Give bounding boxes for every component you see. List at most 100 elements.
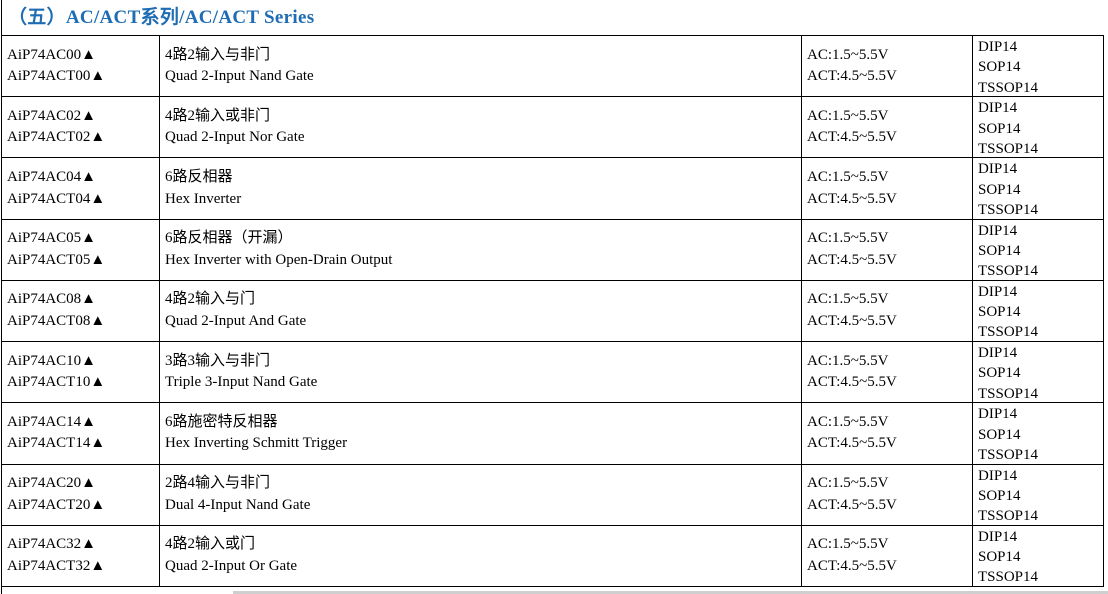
- table-row: AiP74AC32▲ AiP74ACT32▲ 4路2输入或门 Quad 2-In…: [2, 525, 1104, 587]
- package-option: TSSOP14: [978, 446, 1039, 463]
- description-english: Triple 3-Input Nand Gate: [165, 374, 318, 391]
- description-cell: 4路2输入与非门 Quad 2-Input Nand Gate: [160, 36, 802, 98]
- page-left-border: [1, 0, 2, 594]
- part-number-ac: AiP74AC20▲: [7, 475, 97, 492]
- part-number-cell: AiP74AC32▲ AiP74ACT32▲: [2, 525, 160, 587]
- package-cell: DIP14 SOP14 TSSOP14: [973, 280, 1104, 343]
- description-english: Quad 2-Input Nor Gate: [165, 129, 305, 146]
- part-number-cell: AiP74AC10▲ AiP74ACT10▲: [2, 342, 160, 404]
- voltage-cell: AC:1.5~5.5V ACT:4.5~5.5V: [802, 342, 973, 404]
- description-cell: 6路施密特反相器 Hex Inverting Schmitt Trigger: [160, 403, 802, 465]
- table-row: AiP74AC10▲ AiP74ACT10▲ 3路3输入与非门 Triple 3…: [2, 342, 1104, 404]
- next-row-fragment: [233, 591, 1108, 594]
- description-english: Quad 2-Input And Gate: [165, 312, 307, 329]
- table-row: AiP74AC02▲ AiP74ACT02▲ 4路2输入或非门 Quad 2-I…: [2, 97, 1104, 159]
- voltage-act: ACT:4.5~5.5V: [807, 251, 897, 268]
- description-chinese: 2路4输入与非门: [165, 475, 271, 492]
- voltage-act: ACT:4.5~5.5V: [807, 374, 897, 391]
- table-row: AiP74AC14▲ AiP74ACT14▲ 6路施密特反相器 Hex Inve…: [2, 403, 1104, 465]
- voltage-ac: AC:1.5~5.5V: [807, 46, 889, 63]
- package-option: SOP14: [978, 304, 1021, 321]
- part-number-act: AiP74ACT14▲: [7, 435, 106, 452]
- description-english: Hex Inverter with Open-Drain Output: [165, 251, 393, 268]
- package-option: DIP14: [978, 345, 1018, 362]
- voltage-cell: AC:1.5~5.5V ACT:4.5~5.5V: [802, 158, 973, 220]
- package-option: SOP14: [978, 365, 1021, 382]
- part-number-ac: AiP74AC08▲: [7, 291, 97, 308]
- table-row: AiP74AC00▲ AiP74ACT00▲ 4路2输入与非门 Quad 2-I…: [2, 36, 1104, 98]
- part-number-ac: AiP74AC32▲: [7, 536, 97, 553]
- voltage-act: ACT:4.5~5.5V: [807, 557, 897, 574]
- description-english: Dual 4-Input Nand Gate: [165, 496, 311, 513]
- package-option: TSSOP14: [978, 202, 1039, 219]
- description-chinese: 3路3输入与非门: [165, 352, 271, 369]
- voltage-ac: AC:1.5~5.5V: [807, 107, 889, 124]
- part-number-cell: AiP74AC02▲ AiP74ACT02▲: [2, 97, 160, 159]
- package-option: DIP14: [978, 222, 1018, 239]
- package-option: DIP14: [978, 406, 1018, 423]
- package-option: SOP14: [978, 549, 1021, 566]
- description-chinese: 6路反相器: [165, 169, 233, 186]
- description-cell: 3路3输入与非门 Triple 3-Input Nand Gate: [160, 342, 802, 404]
- part-number-cell: AiP74AC14▲ AiP74ACT14▲: [2, 403, 160, 465]
- voltage-cell: AC:1.5~5.5V ACT:4.5~5.5V: [802, 36, 973, 98]
- part-number-cell: AiP74AC20▲ AiP74ACT20▲: [2, 464, 160, 526]
- voltage-ac: AC:1.5~5.5V: [807, 230, 889, 247]
- table-row: AiP74AC05▲ AiP74ACT05▲ 6路反相器（开漏） Hex Inv…: [2, 219, 1104, 281]
- package-cell: DIP14 SOP14 TSSOP14: [973, 219, 1104, 281]
- voltage-ac: AC:1.5~5.5V: [807, 536, 889, 553]
- description-english: Hex Inverter: [165, 190, 242, 207]
- package-cell: DIP14 SOP14 TSSOP14: [973, 525, 1104, 587]
- part-number-ac: AiP74AC10▲: [7, 352, 97, 369]
- description-cell: 6路反相器 Hex Inverter: [160, 158, 802, 220]
- part-number-act: AiP74ACT00▲: [7, 68, 106, 85]
- part-number-act: AiP74ACT08▲: [7, 312, 106, 329]
- package-option: SOP14: [978, 59, 1021, 76]
- voltage-act: ACT:4.5~5.5V: [807, 190, 897, 207]
- voltage-cell: AC:1.5~5.5V ACT:4.5~5.5V: [802, 97, 973, 159]
- voltage-cell: AC:1.5~5.5V ACT:4.5~5.5V: [802, 403, 973, 465]
- package-cell: DIP14 SOP14 TSSOP14: [973, 464, 1104, 526]
- part-number-cell: AiP74AC08▲ AiP74ACT08▲: [2, 280, 160, 343]
- part-number-act: AiP74ACT10▲: [7, 374, 106, 391]
- package-option: SOP14: [978, 487, 1021, 504]
- part-number-ac: AiP74AC04▲: [7, 169, 97, 186]
- part-number-act: AiP74ACT05▲: [7, 251, 106, 268]
- package-option: TSSOP14: [978, 385, 1039, 402]
- description-cell: 4路2输入与门 Quad 2-Input And Gate: [160, 280, 802, 343]
- description-chinese: 4路2输入与门: [165, 291, 256, 308]
- voltage-cell: AC:1.5~5.5V ACT:4.5~5.5V: [802, 525, 973, 587]
- package-option: DIP14: [978, 528, 1018, 545]
- description-chinese: 4路2输入或门: [165, 536, 256, 553]
- part-number-ac: AiP74AC00▲: [7, 46, 97, 63]
- package-option: DIP14: [978, 100, 1018, 117]
- voltage-cell: AC:1.5~5.5V ACT:4.5~5.5V: [802, 464, 973, 526]
- voltage-act: ACT:4.5~5.5V: [807, 435, 897, 452]
- package-cell: DIP14 SOP14 TSSOP14: [973, 403, 1104, 465]
- table-row: AiP74AC20▲ AiP74ACT20▲ 2路4输入与非门 Dual 4-I…: [2, 464, 1104, 526]
- section-title: （五）AC/ACT系列/AC/ACT Series: [8, 7, 315, 28]
- part-number-ac: AiP74AC14▲: [7, 413, 97, 430]
- package-option: TSSOP14: [978, 569, 1039, 586]
- package-option: TSSOP14: [978, 508, 1039, 525]
- package-option: DIP14: [978, 39, 1018, 55]
- table-row: AiP74AC04▲ AiP74ACT04▲ 6路反相器 Hex Inverte…: [2, 158, 1104, 220]
- part-number-ac: AiP74AC02▲: [7, 107, 97, 124]
- part-number-act: AiP74ACT32▲: [7, 557, 106, 574]
- package-option: SOP14: [978, 120, 1021, 137]
- table-row: AiP74AC08▲ AiP74ACT08▲ 4路2输入与门 Quad 2-In…: [2, 280, 1104, 343]
- description-english: Hex Inverting Schmitt Trigger: [165, 435, 348, 452]
- voltage-ac: AC:1.5~5.5V: [807, 291, 889, 308]
- part-number-act: AiP74ACT04▲: [7, 190, 106, 207]
- description-chinese: 4路2输入或非门: [165, 107, 271, 124]
- package-option: DIP14: [978, 467, 1018, 484]
- part-number-cell: AiP74AC04▲ AiP74ACT04▲: [2, 158, 160, 220]
- voltage-act: ACT:4.5~5.5V: [807, 68, 897, 85]
- description-cell: 2路4输入与非门 Dual 4-Input Nand Gate: [160, 464, 802, 526]
- description-cell: 4路2输入或非门 Quad 2-Input Nor Gate: [160, 97, 802, 159]
- part-number-act: AiP74ACT02▲: [7, 129, 106, 146]
- package-option: SOP14: [978, 242, 1021, 259]
- package-cell: DIP14 SOP14 TSSOP14: [973, 97, 1104, 159]
- voltage-ac: AC:1.5~5.5V: [807, 475, 889, 492]
- part-number-cell: AiP74AC00▲ AiP74ACT00▲: [2, 36, 160, 98]
